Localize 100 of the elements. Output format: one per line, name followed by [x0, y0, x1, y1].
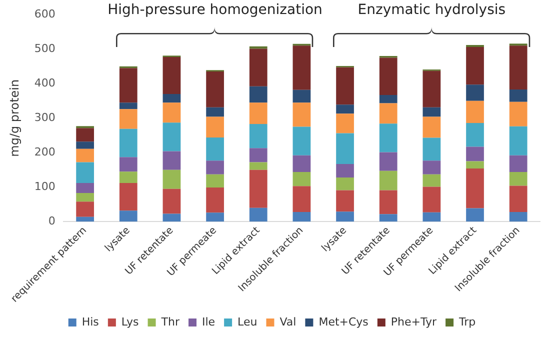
- bar: [379, 103, 398, 124]
- bar: [509, 89, 528, 102]
- bar: [119, 172, 138, 184]
- bar: [466, 146, 484, 162]
- bar: [466, 161, 484, 169]
- bar: [249, 148, 268, 162]
- bar: [509, 46, 528, 90]
- bar: [249, 162, 268, 170]
- bar: [336, 114, 354, 134]
- legend-label: His: [82, 315, 100, 328]
- y-tick-label: 400: [34, 76, 56, 90]
- bar: [336, 164, 354, 178]
- bar: [422, 186, 441, 212]
- bar: [119, 128, 138, 158]
- bar: [249, 208, 268, 222]
- bar: [422, 138, 441, 161]
- bar: [466, 44, 484, 48]
- legend-label: Ile: [202, 315, 216, 328]
- bar: [379, 124, 398, 152]
- bar: [379, 95, 398, 104]
- bar: [379, 190, 398, 214]
- bar: [292, 126, 311, 156]
- bar: [249, 46, 268, 49]
- bar: [162, 170, 181, 189]
- bar: [466, 84, 484, 101]
- bar: [76, 193, 94, 202]
- bar: [76, 128, 94, 142]
- bar: [206, 187, 224, 213]
- bar: [76, 216, 94, 222]
- bar: [466, 208, 484, 222]
- bar: [509, 186, 528, 212]
- bar: [292, 90, 311, 103]
- bar: [292, 46, 311, 90]
- bar: [162, 57, 181, 94]
- legend-label: Thr: [160, 315, 180, 328]
- bar: [249, 102, 268, 124]
- bar: [379, 170, 398, 190]
- bar: [119, 102, 138, 110]
- bar: [162, 151, 181, 170]
- bar: [422, 70, 441, 108]
- bar: [292, 102, 311, 127]
- bar: [292, 155, 311, 172]
- legend-label: Trp: [458, 315, 476, 328]
- bar: [76, 162, 94, 184]
- bar: [119, 68, 138, 103]
- bar: [249, 48, 268, 86]
- bar: [422, 174, 441, 187]
- y-tick-label: 0: [48, 214, 56, 228]
- bar: [162, 188, 181, 214]
- bar: [422, 116, 441, 138]
- bar: [119, 210, 138, 222]
- bar: [119, 109, 138, 129]
- bar: [466, 100, 484, 123]
- bar: [292, 186, 311, 212]
- y-axis-title: mg/g protein: [7, 79, 22, 157]
- bar: [76, 148, 94, 162]
- bar: [379, 214, 398, 222]
- bar: [206, 160, 224, 174]
- legend-label: Phe+Tyr: [390, 315, 438, 328]
- bar: [466, 47, 484, 85]
- legend-label: Lys: [121, 315, 140, 328]
- bar: [509, 155, 528, 172]
- bar: [76, 142, 94, 149]
- bar: [206, 174, 224, 188]
- bar: [422, 212, 441, 222]
- legend-label: Val: [280, 315, 296, 328]
- bar: [422, 107, 441, 117]
- bar: [336, 104, 354, 114]
- bar: [466, 168, 484, 208]
- bar: [509, 102, 528, 126]
- annotation: Enzymatic hydrolysis: [358, 2, 506, 18]
- bar: [379, 58, 398, 96]
- bar: [119, 183, 138, 211]
- bar: [249, 170, 268, 208]
- bar: [249, 86, 268, 103]
- y-tick-label: 600: [34, 7, 56, 20]
- bar: [509, 126, 528, 156]
- bar: [336, 133, 354, 164]
- bar: [206, 137, 224, 161]
- bar: [206, 212, 224, 222]
- bar: [336, 190, 354, 212]
- annotation: High-pressure homogenization: [108, 2, 322, 18]
- legend-label: Met+Cys: [318, 315, 369, 328]
- bar: [292, 212, 311, 222]
- bar: [76, 202, 94, 217]
- bar: [292, 172, 311, 186]
- bar: [509, 212, 528, 222]
- bar: [76, 183, 94, 194]
- bar: [422, 160, 441, 174]
- bar: [509, 172, 528, 186]
- bar: [249, 124, 268, 148]
- bar: [206, 116, 224, 138]
- y-tick-label: 200: [34, 145, 56, 158]
- bar: [162, 94, 181, 103]
- bar: [206, 107, 224, 117]
- bar: [206, 72, 224, 108]
- bar: [336, 177, 354, 190]
- bar: [336, 67, 354, 105]
- bar: [336, 212, 354, 222]
- bar: [119, 157, 138, 172]
